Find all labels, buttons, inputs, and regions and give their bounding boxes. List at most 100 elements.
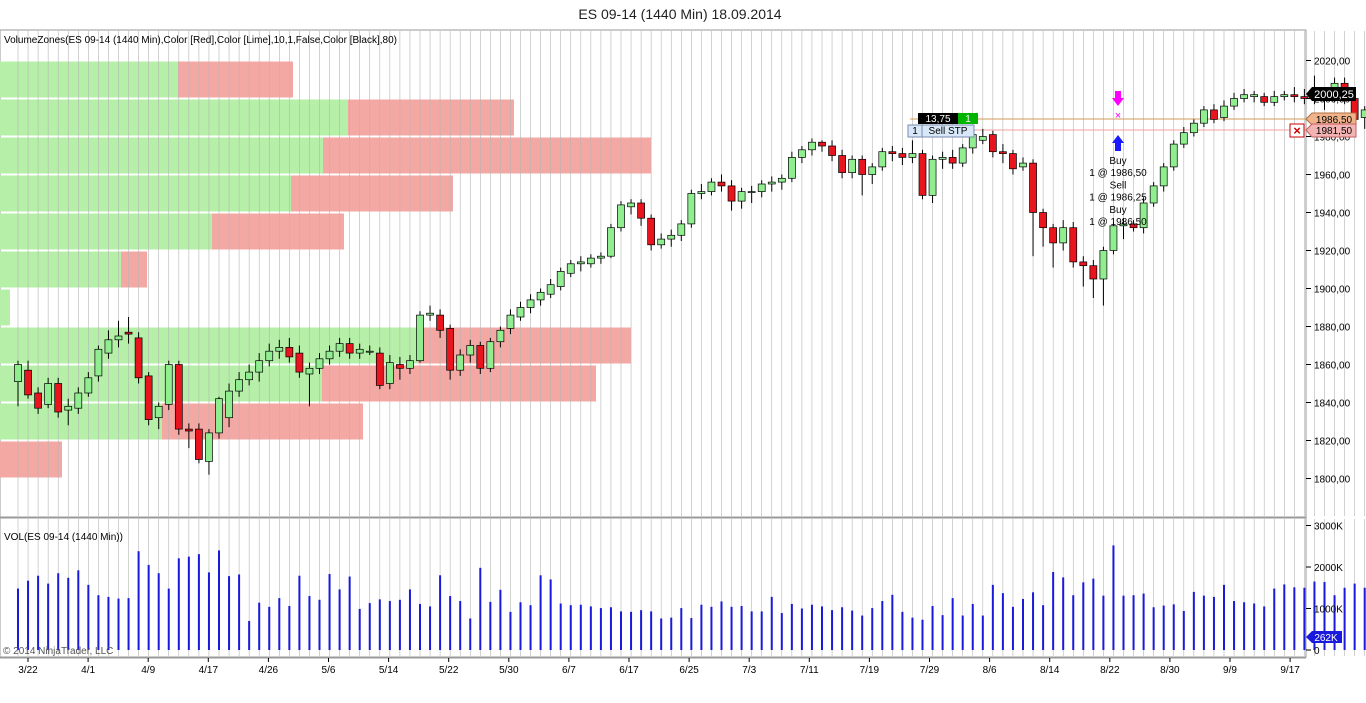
candle-up [245, 371, 253, 381]
volume-bar [469, 618, 472, 650]
candle-down [818, 141, 826, 147]
candle-down [1290, 94, 1299, 97]
candle-up [406, 360, 414, 369]
volume-bar [780, 613, 783, 650]
volume-bar [1303, 587, 1306, 650]
candle-up [878, 151, 887, 168]
candle-down [637, 202, 645, 219]
candle-up [416, 314, 424, 362]
trade-side-label: Buy [1109, 205, 1126, 216]
chart-title: ES 09-14 (1440 Min) 18.09.2014 [578, 6, 781, 22]
volume-bar [67, 577, 70, 650]
volume-bar [700, 604, 703, 650]
price-axis[interactable]: 2020,002000,001980,001960,001940,001920,… [1289, 57, 1357, 486]
candle-up [335, 343, 344, 352]
candle-up [104, 339, 113, 354]
zone-sell-volume [0, 441, 62, 478]
price-tick-label: 1920,00 [1314, 247, 1351, 258]
volume-bar [27, 580, 30, 650]
candle-down [144, 375, 153, 420]
volume-bar [640, 610, 643, 650]
candle-down [1129, 223, 1138, 229]
volume-tick-label: 2000K [1314, 563, 1343, 574]
volume-bar [680, 608, 683, 650]
candle-up [526, 299, 535, 308]
volume-bar [1243, 602, 1246, 650]
candle-up [958, 147, 967, 164]
candle-down [727, 185, 736, 202]
candle-down [647, 217, 656, 246]
candle-down [1039, 212, 1047, 229]
volume-bar [579, 604, 582, 650]
candle-up [1139, 202, 1148, 229]
candle-up [255, 360, 264, 373]
candle-up [94, 348, 103, 377]
pnl-tag[interactable]: 13,75 1 [918, 113, 978, 125]
volume-bar [519, 602, 522, 650]
time-axis[interactable]: 3/22 4/1 4/9 4/17 4/26 5/6 5/14 5/22 5/30 6/7 6/17… [0, 657, 1306, 676]
volume-bar [800, 608, 803, 650]
volume-bar [87, 584, 90, 650]
volume-bar [931, 606, 934, 650]
volume-bar [1162, 605, 1165, 650]
volume-label: VOL(ES 09-14 (1440 Min)) [4, 532, 123, 543]
volume-bar [1022, 598, 1024, 650]
candle-down [898, 153, 907, 158]
zone-buy-volume [0, 365, 322, 402]
candle-up [1019, 162, 1027, 168]
volume-bar [720, 601, 723, 650]
candle-down [1300, 96, 1309, 99]
volume-bar [1042, 605, 1045, 650]
volume-bar [951, 598, 954, 650]
volume-bar [690, 618, 693, 650]
candle-down [436, 314, 444, 331]
volume-bar [750, 611, 753, 650]
stop-price-tag[interactable]: × 1981,50 [1289, 123, 1357, 138]
candle-up [677, 223, 686, 236]
volume-bar [620, 611, 622, 650]
candle-up [305, 367, 314, 375]
sell-stop-order-tag[interactable]: 1 Sell STP [907, 124, 975, 138]
candle-down [195, 428, 203, 460]
volume-bar [228, 576, 231, 650]
candle-up [607, 227, 615, 257]
candle-up [667, 234, 676, 240]
candle-up [1220, 105, 1228, 118]
candle-down [838, 155, 846, 173]
volume-bar [408, 589, 411, 650]
volume-bar [177, 558, 180, 650]
zone-buy-volume [0, 175, 291, 212]
volume-bar [1323, 581, 1326, 650]
candle-up [265, 350, 274, 362]
candle-down [1260, 96, 1269, 103]
sell-stop-label-box[interactable] [921, 124, 975, 138]
candle-up [868, 166, 877, 175]
candle-down [1069, 227, 1078, 263]
volume-axis[interactable]: 3000K 2000K 1000K 0 262K [1306, 522, 1343, 658]
sell-stop-label: Sell STP [929, 126, 968, 137]
zone-sell-volume [323, 137, 651, 174]
candle-up [978, 136, 987, 141]
volume-panel[interactable]: VOL(ES 09-14 (1440 Min)) © 2014 NinjaTra… [0, 517, 1366, 658]
candle-down [858, 158, 867, 175]
volume-bar [398, 599, 401, 650]
volume-bar [57, 573, 60, 650]
volume-bar [77, 570, 80, 650]
candle-up [1119, 223, 1128, 227]
candle-up [597, 255, 605, 259]
candle-up [747, 191, 756, 193]
volume-bar [358, 608, 361, 650]
candle-up [64, 405, 73, 411]
price-panel[interactable]: VolumeZones(ES 09-14 (1440 Min),Color [R… [0, 29, 1366, 518]
price-tick-label: 1940,00 [1314, 209, 1351, 220]
indicator-label: VolumeZones(ES 09-14 (1440 Min),Color [R… [4, 35, 397, 46]
time-tick-label: 5/30 [499, 665, 519, 676]
candle-up [1189, 122, 1198, 134]
volume-bar [509, 611, 512, 650]
candle-up [14, 364, 22, 382]
volume-bar [328, 574, 331, 650]
volume-bar [1313, 581, 1316, 650]
cancel-order-button[interactable] [1289, 123, 1305, 138]
volume-bar [1212, 596, 1215, 650]
